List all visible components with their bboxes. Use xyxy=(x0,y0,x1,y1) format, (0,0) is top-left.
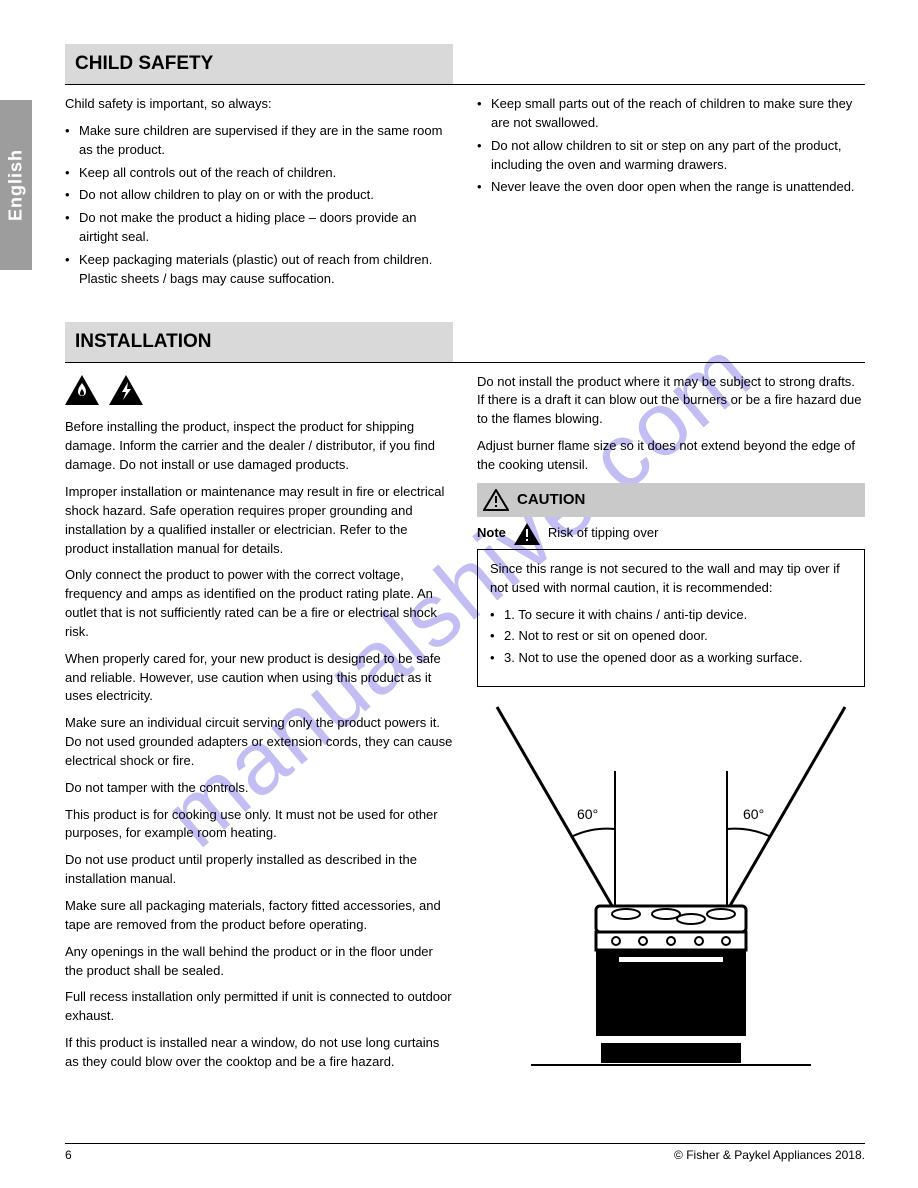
body-text: Only connect the product to power with t… xyxy=(65,566,453,641)
caution-bar: CAUTION xyxy=(477,483,865,517)
section-title: CHILD SAFETY xyxy=(65,44,453,84)
list-item: Keep small parts out of the reach of chi… xyxy=(477,95,865,133)
list-item: Do not make the product a hiding place –… xyxy=(65,209,453,247)
child-safety-left: Child safety is important, so always: Ma… xyxy=(65,95,453,297)
note-label: Note xyxy=(477,524,506,543)
section-heading-installation: INSTALLATION xyxy=(65,323,865,363)
body-text: Adjust burner flame size so it does not … xyxy=(477,437,865,475)
copyright: © Fisher & Paykel Appliances 2018. xyxy=(674,1148,865,1162)
body-text: Full recess installation only permitted … xyxy=(65,988,453,1026)
angle-right: 60° xyxy=(743,806,764,822)
installation-right: Do not install the product where it may … xyxy=(477,373,865,1080)
body-text: Improper installation or maintenance may… xyxy=(65,483,453,558)
figbox-intro: Since this range is not secured to the w… xyxy=(490,560,852,598)
list-item: 1. To secure it with chains / anti-tip d… xyxy=(490,606,852,625)
list-item: 2. Not to rest or sit on opened door. xyxy=(490,627,852,646)
language-tab: English xyxy=(0,100,32,270)
section-title: INSTALLATION xyxy=(65,322,453,362)
installation-columns: Before installing the product, inspect t… xyxy=(65,373,865,1080)
list-item: 3. Not to use the opened door as a worki… xyxy=(490,649,852,668)
list-item: Keep packaging materials (plastic) out o… xyxy=(65,251,453,289)
list-item: Do not allow children to sit or step on … xyxy=(477,137,865,175)
body-text: If this product is installed near a wind… xyxy=(65,1034,453,1072)
bolt-icon xyxy=(109,375,143,405)
intro-text: Child safety is important, so always: xyxy=(65,95,453,114)
note-text: Risk of tipping over xyxy=(548,524,659,543)
body-text: Any openings in the wall behind the prod… xyxy=(65,943,453,981)
installation-left: Before installing the product, inspect t… xyxy=(65,373,453,1080)
warn-solid-icon xyxy=(514,523,540,545)
angle-left: 60° xyxy=(577,806,598,822)
body-text: Do not install the product where it may … xyxy=(477,373,865,430)
list-item: Do not allow children to play on or with… xyxy=(65,186,453,205)
body-text: When properly cared for, your new produc… xyxy=(65,650,453,707)
note-row: Note Risk of tipping over xyxy=(477,523,865,545)
section-heading-child-safety: CHILD SAFETY xyxy=(65,45,865,85)
caution-label: CAUTION xyxy=(517,489,585,511)
range-diagram-svg: 60° 60° xyxy=(491,701,851,1071)
hazard-icons xyxy=(65,375,453,411)
tip-angle-diagram: 60° 60° xyxy=(477,701,865,1071)
body-text: This product is for cooking use only. It… xyxy=(65,806,453,844)
tip-risk-box: Since this range is not secured to the w… xyxy=(477,549,865,687)
page-footer: 6 © Fisher & Paykel Appliances 2018. xyxy=(65,1143,865,1162)
body-text: Make sure an individual circuit serving … xyxy=(65,714,453,771)
list-item: Keep all controls out of the reach of ch… xyxy=(65,164,453,183)
fire-icon xyxy=(65,375,99,405)
body-text: Make sure all packaging materials, facto… xyxy=(65,897,453,935)
body-text: Do not tamper with the controls. xyxy=(65,779,453,798)
child-safety-right: Keep small parts out of the reach of chi… xyxy=(477,95,865,297)
body-text: Before installing the product, inspect t… xyxy=(65,418,453,475)
list-item: Make sure children are supervised if the… xyxy=(65,122,453,160)
language-label: English xyxy=(6,149,27,221)
list-item: Never leave the oven door open when the … xyxy=(477,178,865,197)
child-safety-columns: Child safety is important, so always: Ma… xyxy=(65,95,865,297)
page-content: CHILD SAFETY Child safety is important, … xyxy=(65,45,865,1080)
body-text: Do not use product until properly instal… xyxy=(65,851,453,889)
page-number: 6 xyxy=(65,1148,72,1162)
warn-triangle-icon xyxy=(483,489,509,511)
